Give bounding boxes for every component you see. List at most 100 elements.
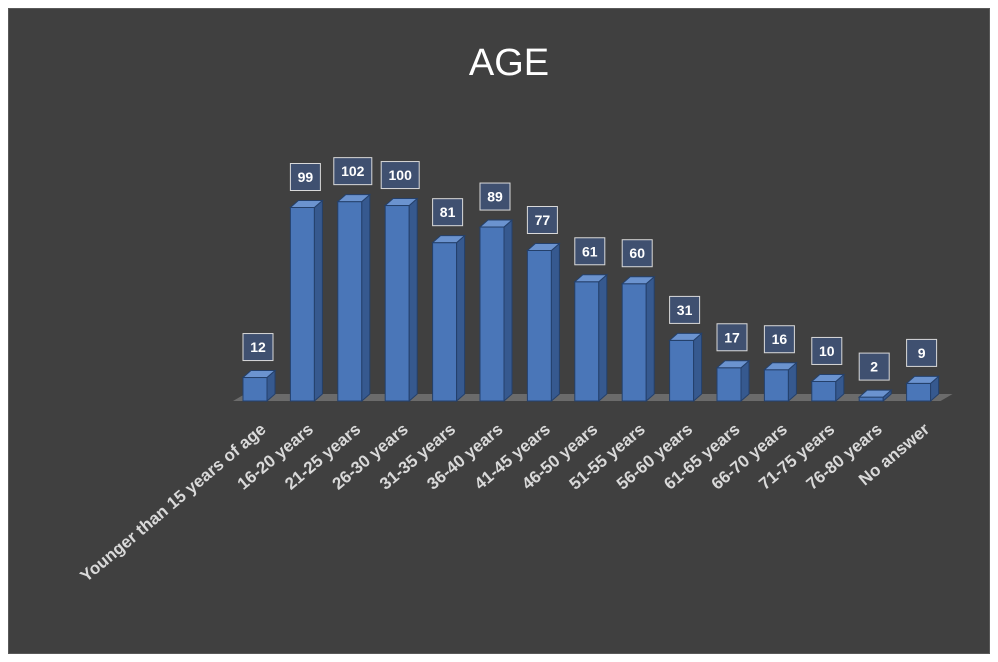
bar-front xyxy=(479,226,505,402)
data-label: 16 xyxy=(763,325,795,354)
data-label-text: 102 xyxy=(341,163,365,179)
data-label: 102 xyxy=(333,157,373,186)
bar-top xyxy=(431,235,466,244)
data-label: 9 xyxy=(906,338,938,367)
data-label: 17 xyxy=(716,323,748,352)
bar-front xyxy=(716,367,742,402)
bar xyxy=(857,388,893,403)
bar-top xyxy=(526,243,561,251)
bar-side xyxy=(645,275,655,403)
bar-side xyxy=(361,193,371,403)
data-label-box xyxy=(289,163,321,191)
data-label-box xyxy=(242,333,274,362)
data-label: 2 xyxy=(858,352,890,381)
bar-side xyxy=(693,332,703,403)
bar-front xyxy=(906,382,932,402)
data-label-text: 31 xyxy=(677,302,693,318)
data-label-box xyxy=(858,352,890,381)
bar-top xyxy=(715,360,751,369)
bar xyxy=(383,197,419,403)
bar-side xyxy=(456,234,466,403)
bar-top xyxy=(289,200,324,208)
bar xyxy=(668,332,703,403)
x-tick-label: Younger than 15 years of age xyxy=(77,420,270,586)
data-label-text: 2 xyxy=(870,359,878,375)
data-label: 99 xyxy=(289,163,321,191)
data-label-box xyxy=(333,157,373,186)
data-label: 12 xyxy=(242,333,274,362)
bar xyxy=(620,275,656,403)
data-label-box xyxy=(906,338,938,367)
bar xyxy=(905,375,940,403)
data-label: 31 xyxy=(669,295,701,324)
data-label: 60 xyxy=(621,239,653,268)
bar xyxy=(810,373,846,403)
bar xyxy=(289,199,324,403)
chart-title: AGE xyxy=(469,42,549,84)
bar-front xyxy=(621,283,647,402)
data-label-box xyxy=(621,239,653,268)
bar-front xyxy=(811,380,837,402)
data-label: 81 xyxy=(432,198,464,227)
bar-front xyxy=(574,281,600,402)
bar-top xyxy=(763,362,798,371)
data-label-box xyxy=(380,161,420,190)
bar-front xyxy=(763,369,789,402)
bar xyxy=(526,242,561,403)
data-label-box xyxy=(763,325,795,354)
bar-top xyxy=(478,219,514,228)
data-label-box xyxy=(811,336,843,365)
data-label-text: 99 xyxy=(298,169,314,185)
bar xyxy=(573,273,609,403)
bar-front xyxy=(337,201,363,402)
bar-front xyxy=(526,250,552,402)
bar-top xyxy=(241,370,277,379)
data-label: 10 xyxy=(811,336,843,365)
chart-area: 12 99 102 100 81 89 77 61 60 31 17 16 10 2 9 Younger t… xyxy=(8,8,990,654)
data-label-text: 9 xyxy=(918,345,926,361)
data-label: 77 xyxy=(526,206,558,234)
data-label-text: 10 xyxy=(819,343,835,359)
data-label-box xyxy=(669,295,701,324)
data-label-box xyxy=(716,323,748,352)
bar-top xyxy=(810,373,846,382)
data-label-text: 12 xyxy=(250,339,266,355)
bar xyxy=(715,359,751,403)
bar xyxy=(241,369,277,403)
data-label-text: 17 xyxy=(724,329,740,345)
bar-front xyxy=(432,242,458,402)
bar-front xyxy=(384,205,410,402)
data-label-box xyxy=(526,206,558,234)
data-label-text: 77 xyxy=(535,212,551,228)
data-label: 61 xyxy=(574,237,606,266)
bar-side xyxy=(408,197,418,403)
bar-top xyxy=(857,389,893,398)
data-label-text: 81 xyxy=(440,204,456,220)
bar-front xyxy=(669,339,695,402)
bar-top xyxy=(620,276,656,285)
data-label-text: 100 xyxy=(389,167,413,183)
data-label-text: 16 xyxy=(772,331,788,347)
data-label-box xyxy=(479,182,511,211)
data-label-text: 60 xyxy=(629,245,645,261)
data-label-text: 61 xyxy=(582,243,598,259)
data-label-box xyxy=(432,198,464,227)
data-label: 100 xyxy=(380,161,420,190)
data-label-box xyxy=(574,237,606,266)
bar-top xyxy=(905,375,940,384)
bar-front xyxy=(242,377,268,402)
bar-side xyxy=(313,199,323,403)
bar-top xyxy=(383,198,419,207)
bar-side xyxy=(550,242,560,403)
data-label-text: 89 xyxy=(487,189,503,205)
bar-top xyxy=(336,194,372,203)
bar-front xyxy=(858,396,884,402)
bar-top xyxy=(573,274,609,283)
bar xyxy=(336,193,372,403)
bar xyxy=(478,218,514,403)
bar xyxy=(763,361,798,403)
bar xyxy=(431,234,466,403)
bar-side xyxy=(503,218,513,403)
bar-top xyxy=(668,332,703,341)
